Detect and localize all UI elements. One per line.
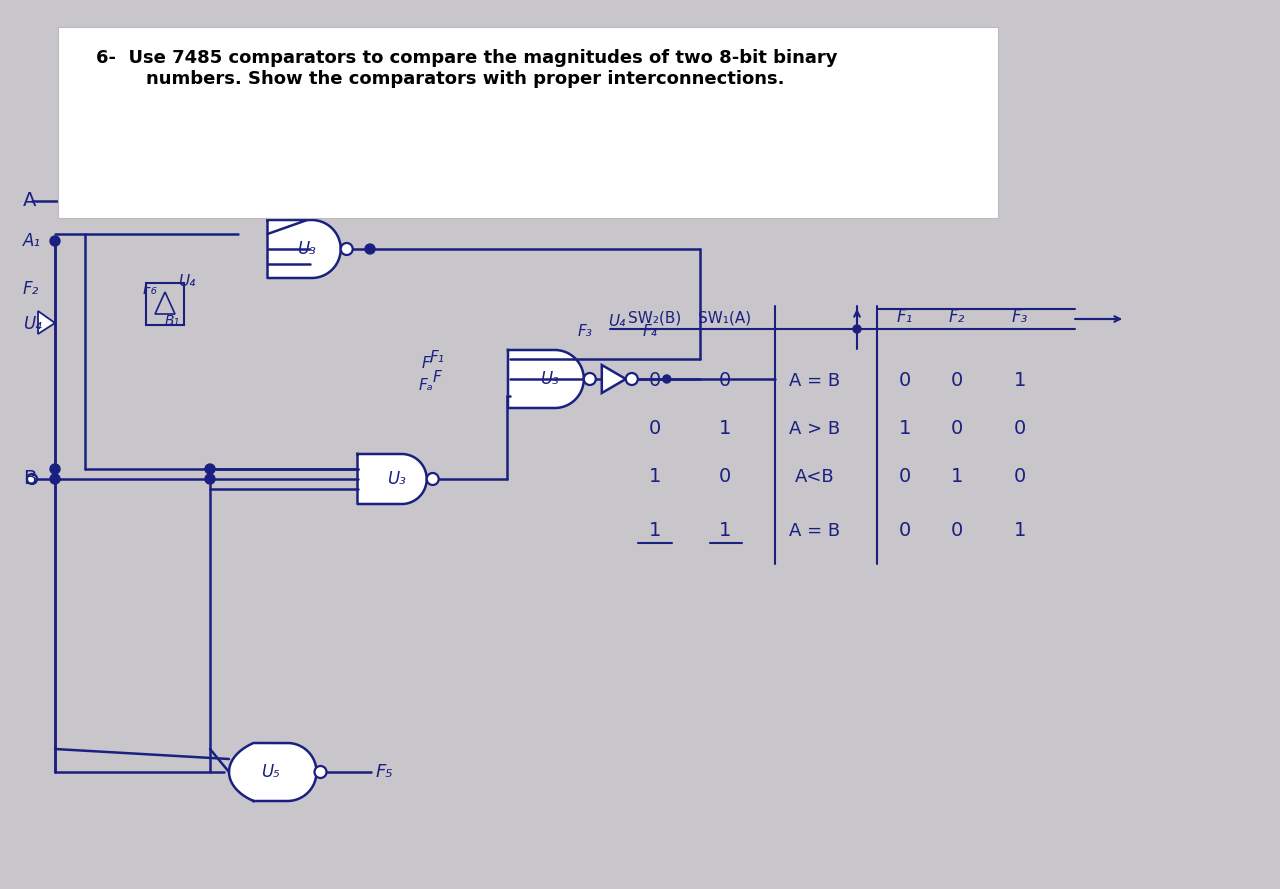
Polygon shape: [508, 350, 584, 408]
Text: A: A: [23, 191, 36, 211]
Text: A = B: A = B: [790, 522, 841, 540]
Text: 0: 0: [899, 522, 911, 541]
Circle shape: [50, 236, 60, 246]
Text: F₂: F₂: [23, 280, 40, 298]
Text: 1: 1: [1014, 522, 1027, 541]
Text: 1: 1: [719, 522, 731, 541]
Text: SW₂(B): SW₂(B): [628, 310, 682, 325]
Text: 0: 0: [951, 522, 963, 541]
Text: 1: 1: [899, 420, 911, 438]
Circle shape: [305, 196, 315, 206]
Polygon shape: [229, 743, 316, 801]
Circle shape: [626, 373, 637, 385]
Text: 1: 1: [649, 468, 662, 486]
Text: U₅: U₅: [261, 763, 279, 781]
Text: U₃: U₃: [540, 370, 558, 388]
Circle shape: [584, 373, 595, 385]
Text: A = B: A = B: [790, 372, 841, 390]
Circle shape: [50, 464, 60, 474]
Text: F₁: F₁: [897, 308, 913, 326]
Text: B₁: B₁: [164, 314, 179, 328]
Polygon shape: [38, 311, 55, 334]
Circle shape: [205, 474, 215, 484]
Text: F₁: F₁: [430, 349, 444, 364]
Polygon shape: [268, 220, 340, 278]
Text: F₅: F₅: [376, 763, 393, 781]
Text: F₃: F₃: [1012, 308, 1028, 326]
Text: 0: 0: [951, 420, 963, 438]
Text: 1: 1: [649, 522, 662, 541]
Circle shape: [852, 325, 861, 333]
Text: A<B: A<B: [795, 468, 835, 486]
Circle shape: [663, 375, 671, 383]
Text: F₃: F₃: [577, 324, 593, 339]
Text: SW₁(A): SW₁(A): [699, 310, 751, 325]
Circle shape: [340, 243, 353, 255]
Circle shape: [365, 244, 375, 254]
Text: Fₐ: Fₐ: [419, 379, 433, 394]
Text: B: B: [23, 469, 36, 488]
Text: 0: 0: [649, 372, 662, 390]
Text: 0: 0: [1014, 468, 1027, 486]
Text: Fᴵ: Fᴵ: [421, 356, 433, 372]
Text: U₃: U₃: [387, 470, 406, 488]
Text: A₁: A₁: [23, 232, 41, 250]
Text: 6-  Use 7485 comparators to compare the magnitudes of two 8-bit binary
        n: 6- Use 7485 comparators to compare the m…: [96, 49, 837, 88]
Text: F⁡: F⁡: [433, 370, 442, 385]
Polygon shape: [602, 365, 626, 393]
Text: 1: 1: [1014, 372, 1027, 390]
Polygon shape: [357, 454, 426, 504]
Text: F₂: F₂: [948, 308, 965, 326]
Text: 1: 1: [719, 420, 731, 438]
Text: 0: 0: [719, 468, 731, 486]
Circle shape: [205, 464, 215, 474]
Text: 0: 0: [649, 420, 662, 438]
Circle shape: [50, 474, 60, 484]
Text: 0: 0: [899, 468, 911, 486]
Text: U₃: U₃: [297, 240, 315, 258]
Text: 0: 0: [899, 372, 911, 390]
Text: F₄: F₄: [643, 324, 658, 339]
Text: 1: 1: [951, 468, 963, 486]
Text: U₄: U₄: [23, 315, 42, 333]
Text: U₄: U₄: [178, 274, 196, 289]
Text: 0: 0: [719, 372, 731, 390]
Text: A > B: A > B: [790, 420, 841, 438]
Text: 0: 0: [1014, 420, 1027, 438]
Bar: [146, 283, 184, 325]
Circle shape: [27, 474, 37, 484]
Text: U₄: U₄: [608, 314, 626, 329]
Circle shape: [426, 473, 439, 485]
Circle shape: [315, 766, 326, 778]
Text: F₆: F₆: [143, 282, 157, 297]
Text: 0: 0: [951, 372, 963, 390]
